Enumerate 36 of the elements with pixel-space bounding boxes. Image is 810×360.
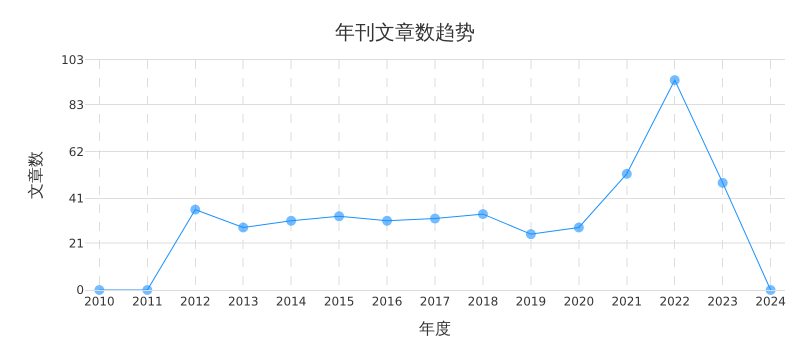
x-tick-label: 2024 — [755, 294, 786, 308]
point — [670, 75, 680, 86]
point — [190, 204, 200, 215]
x-tick-label: 2011 — [132, 294, 163, 308]
y-axis-title: 文章数 — [26, 151, 45, 199]
point — [382, 216, 392, 226]
y-tick-label: 21 — [68, 236, 84, 250]
y-tick-label: 103 — [61, 53, 84, 68]
point — [478, 209, 488, 220]
point — [430, 214, 440, 224]
y-tick-label: 0 — [76, 283, 84, 298]
x-tick-label: 2014 — [276, 294, 306, 308]
y-tick-label: 41 — [68, 192, 84, 206]
x-tick-label: 2022 — [659, 294, 690, 308]
point — [526, 229, 536, 240]
point — [286, 216, 296, 226]
x-tick-label: 2013 — [228, 294, 258, 308]
x-tick-label: 2016 — [372, 294, 402, 308]
x-tick-label: 2015 — [324, 294, 354, 308]
x-tick-label: 2020 — [564, 294, 594, 308]
x-tick-label: 2019 — [516, 294, 546, 308]
x-axis-title: 年度 — [419, 319, 451, 338]
point — [334, 211, 344, 222]
chart-title: 年刊文章数趋势 — [335, 20, 475, 44]
point — [718, 178, 728, 188]
x-tick-label: 2012 — [180, 294, 211, 308]
x-tick-label: 2021 — [612, 294, 642, 308]
point — [622, 168, 632, 179]
x-tick-label: 2017 — [420, 294, 450, 308]
point — [238, 222, 248, 232]
x-tick-label: 2010 — [84, 294, 115, 308]
x-tick-label: 2023 — [707, 294, 738, 308]
point — [574, 222, 584, 232]
x-tick-label: 2018 — [468, 294, 498, 308]
y-tick-label: 62 — [68, 144, 84, 159]
y-tick-label: 83 — [68, 98, 84, 112]
